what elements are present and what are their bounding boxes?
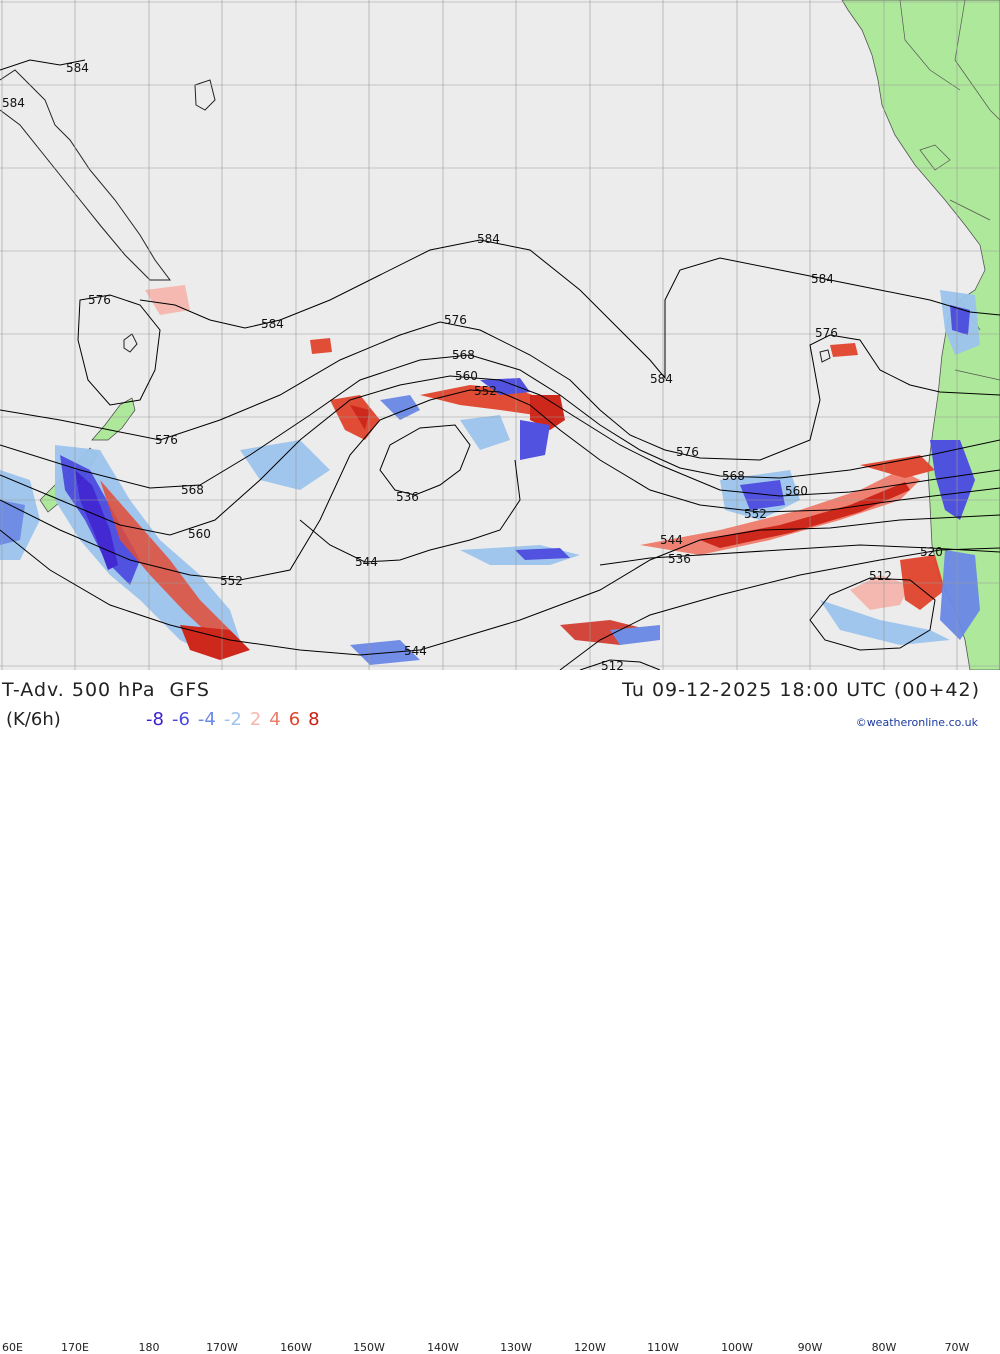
contour-label: 576: [815, 326, 838, 340]
legend-entry: 6: [288, 709, 301, 730]
legend-entry: 2: [249, 709, 262, 730]
contour-label: 544: [404, 644, 427, 658]
advection-field: [0, 285, 980, 665]
contour-label: 576: [88, 293, 111, 307]
longitude-label: 120W: [574, 1341, 606, 1354]
longitude-label: 70W: [944, 1341, 970, 1354]
contour-label: 512: [869, 569, 892, 583]
contour-576: [0, 321, 1000, 461]
contour-560: [0, 375, 1000, 536]
longitude-label: 180: [138, 1341, 160, 1354]
island-outline: [123, 333, 138, 353]
contour-536: [379, 424, 471, 496]
height-contours: [0, 59, 1000, 670]
island-outline: [194, 79, 216, 111]
longitude-label: 140W: [427, 1341, 459, 1354]
legend-entry: -4: [197, 709, 216, 730]
legend-entry: -2: [223, 709, 242, 730]
contour-544: [0, 514, 1000, 656]
contour-520: [559, 547, 1000, 670]
contour-568: [0, 354, 1000, 489]
contour-552: [0, 389, 1000, 581]
australia-coast: [0, 69, 171, 281]
longitude-label: 110W: [647, 1341, 679, 1354]
contour-label: 544: [660, 533, 683, 547]
contour-label: 568: [181, 483, 204, 497]
credit-link[interactable]: ©weatheronline.co.uk: [855, 716, 978, 729]
weather-map: 584 584 584 584 584 584 584 576 576 576 …: [0, 0, 1000, 670]
legend-entry: -6: [171, 709, 190, 730]
contour-584-west: [0, 59, 86, 71]
contour-label: 544: [355, 555, 378, 569]
contour-label: 568: [452, 348, 475, 362]
legend-entry: -8: [146, 709, 164, 730]
contour-584: [139, 239, 1000, 380]
map-panel: 584 584 584 584 584 584 584 576 576 576 …: [0, 0, 1000, 670]
contour-label: 552: [744, 507, 767, 521]
units-label: (K/6h): [6, 709, 61, 730]
legend-entry: 4: [269, 709, 281, 730]
valid-time: Tu 09-12-2025 18:00 UTC (00+42): [622, 679, 980, 701]
longitude-label: 130W: [500, 1341, 532, 1354]
contour-label: 560: [785, 484, 808, 498]
contour-label: 576: [676, 445, 699, 459]
longitude-label: 170W: [206, 1341, 238, 1354]
island-outline: [819, 349, 831, 363]
contour-label: 584: [811, 272, 834, 286]
contour-536-east: [599, 544, 1000, 566]
new-zealand-north-island: [91, 397, 136, 441]
contour-label: 568: [722, 469, 745, 483]
contour-label: 512: [601, 659, 624, 670]
longitude-label: 90W: [797, 1341, 823, 1354]
longitude-label: 150W: [353, 1341, 385, 1354]
longitude-label: 60E: [2, 1341, 23, 1354]
contour-512-south: [579, 659, 661, 670]
color-legend: -8 -6 -4 -2 2 4 6 8: [146, 709, 328, 730]
longitude-label: 100W: [721, 1341, 753, 1354]
longitude-label: 170E: [61, 1341, 89, 1354]
contour-label: 576: [155, 433, 178, 447]
contour-label: 576: [444, 313, 467, 327]
longitude-label: 80W: [871, 1341, 897, 1354]
contour-label: 552: [474, 384, 497, 398]
contour-label: 552: [220, 574, 243, 588]
map-title: T-Adv. 500 hPa GFS: [2, 679, 210, 701]
contour-label: 536: [396, 490, 419, 504]
legend-entry: 8: [308, 709, 320, 730]
contour-label: 584: [2, 96, 25, 110]
contour-label: 584: [261, 317, 284, 331]
map-footer: 60E 170E 180 170W 160W 150W 140W 130W 12…: [0, 670, 1000, 1354]
contour-512: [809, 577, 936, 651]
contour-label: 560: [188, 527, 211, 541]
lat-lon-grid: [0, 0, 1000, 670]
contour-label: 520: [920, 545, 943, 559]
contour-label: 584: [66, 61, 89, 75]
contour-label-group: 584 584 584 584 584 584 584 576 576 576 …: [2, 61, 943, 670]
contour-label: 584: [650, 372, 673, 386]
longitude-label: 160W: [280, 1341, 312, 1354]
contour-544-inner: [299, 459, 521, 563]
contour-label: 560: [455, 369, 478, 383]
contour-label: 536: [668, 552, 691, 566]
contour-576-ring: [77, 294, 161, 406]
contour-label: 584: [477, 232, 500, 246]
